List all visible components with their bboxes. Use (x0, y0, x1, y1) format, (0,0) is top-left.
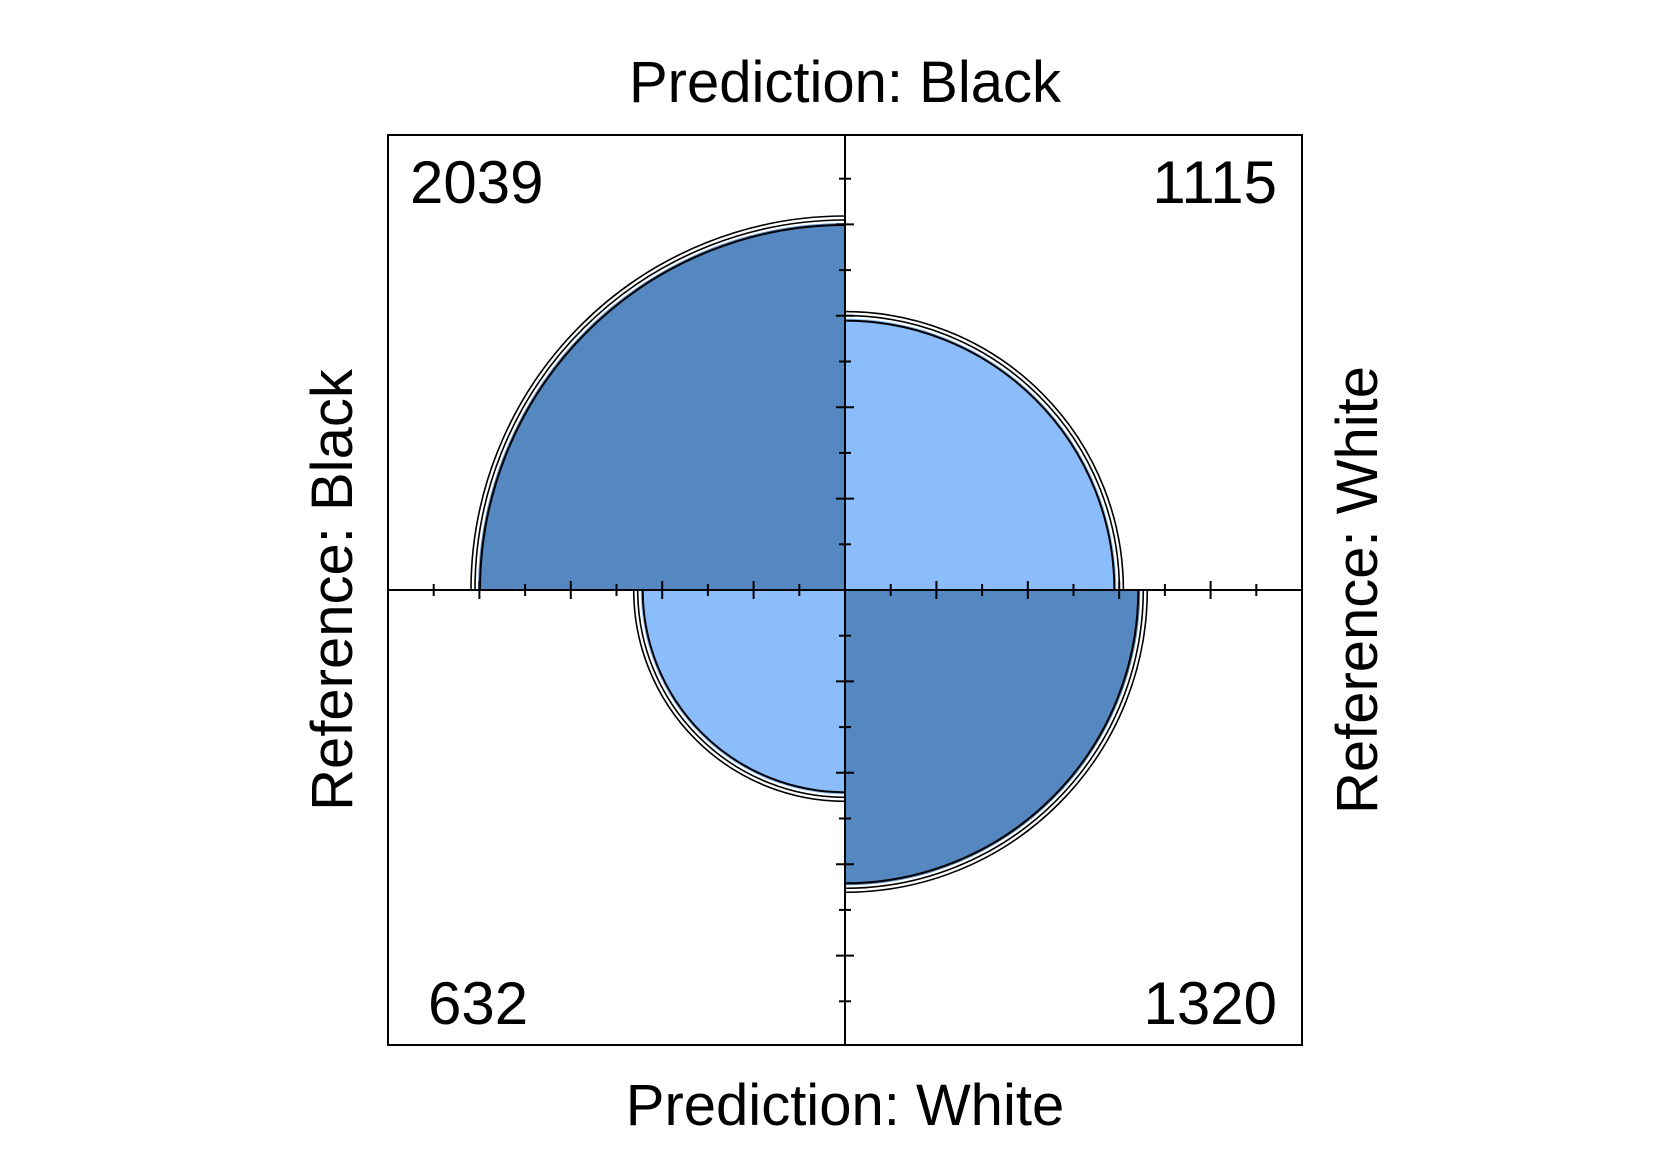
cell-count-top-left: 2039 (410, 149, 543, 216)
confidence-ring-top-right-0 (844, 319, 1116, 591)
cell-count-top-right: 1115 (1152, 149, 1277, 216)
left-label: Reference: Black (300, 368, 365, 811)
quadrant-wedge-bottom-right (845, 590, 1141, 886)
confidence-ring-bottom-left-2 (632, 589, 846, 803)
quadrant-layer (470, 215, 1149, 894)
confidence-ring-top-right-2 (844, 310, 1125, 591)
quadrant-wedge-top-right (845, 318, 1117, 590)
confidence-ring-bottom-left-1 (636, 589, 846, 799)
top-label: Prediction: Black (629, 50, 1062, 115)
confidence-ring-top-left-0 (479, 224, 846, 591)
cell-count-bottom-right: 1320 (1144, 970, 1277, 1037)
quadrant-wedge-bottom-left (640, 590, 845, 795)
quadrant-wedge-top-left (478, 223, 845, 590)
bottom-label: Prediction: White (626, 1073, 1064, 1138)
confidence-ring-bottom-left-0 (641, 589, 846, 794)
cell-count-bottom-left: 632 (428, 970, 528, 1037)
confidence-ring-top-left-1 (474, 219, 846, 591)
confidence-ring-bottom-right-1 (844, 589, 1145, 890)
right-label: Reference: White (1325, 366, 1390, 814)
confidence-ring-top-right-1 (844, 314, 1121, 591)
confidence-ring-bottom-right-0 (844, 589, 1140, 885)
confidence-ring-top-left-2 (470, 215, 846, 591)
confidence-ring-bottom-right-2 (844, 589, 1149, 894)
